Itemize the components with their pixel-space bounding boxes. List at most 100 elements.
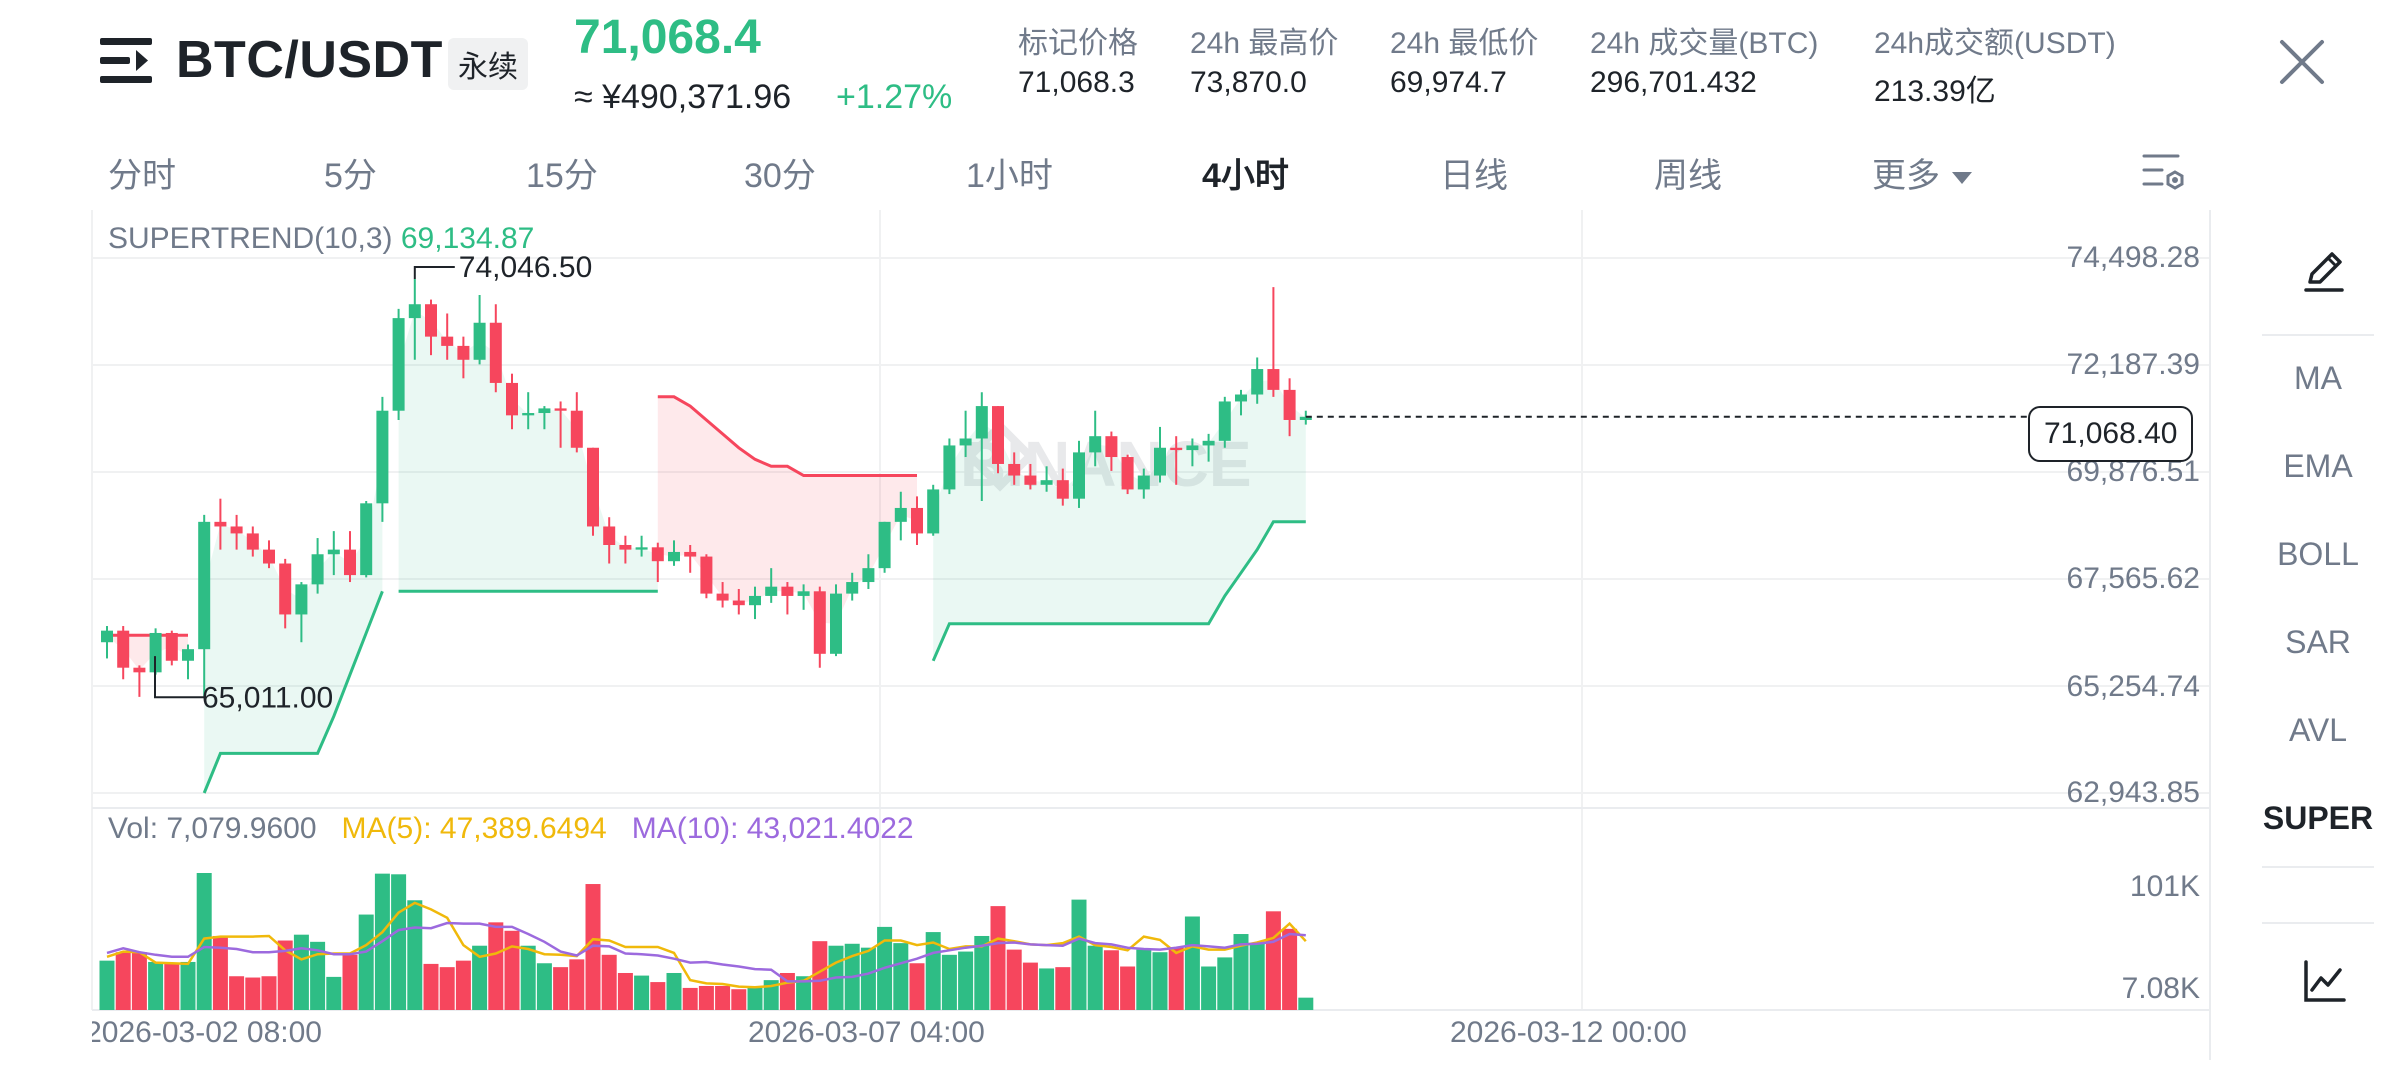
indicator-super[interactable]: SUPER xyxy=(2262,800,2374,836)
mark-price-label: 标记价格 xyxy=(1018,27,1138,60)
tab-30m[interactable]: 30分 xyxy=(744,157,816,195)
volume-bar xyxy=(131,952,147,1010)
tab-1d[interactable]: 日线 xyxy=(1440,157,1508,195)
volume-bar xyxy=(569,959,585,1010)
indicator-ema[interactable]: EMA xyxy=(2283,448,2353,484)
candle-body xyxy=(149,632,162,673)
candle-body xyxy=(1186,445,1199,451)
volume-bar xyxy=(1233,934,1249,1010)
sidebar-divider xyxy=(2262,922,2374,924)
volume-bar xyxy=(1120,966,1136,1010)
volume-bar xyxy=(1103,950,1119,1010)
candle-body xyxy=(765,586,778,596)
indicator-boll[interactable]: BOLL xyxy=(2277,536,2359,572)
candle-body xyxy=(1235,394,1247,402)
candle-body xyxy=(1056,480,1069,499)
trading-pair-title[interactable]: BTC/USDT xyxy=(176,31,443,89)
price-axis: 74,498.28 72,187.39 69,876.51 67,565.62 … xyxy=(1900,230,2200,830)
sidebar-divider xyxy=(2262,866,2374,868)
volume-bar xyxy=(731,989,747,1010)
volume-tick: 101K xyxy=(2129,870,2200,903)
menu-icon[interactable] xyxy=(100,36,152,86)
time-tick: 2026-03-02 08:00 xyxy=(92,1016,322,1050)
candle-body xyxy=(392,318,405,411)
low-24h-label: 24h 最低价 xyxy=(1390,27,1539,60)
candle-body xyxy=(1040,480,1053,485)
volume-bar xyxy=(1087,945,1103,1010)
candle-body xyxy=(959,438,972,446)
tab-1h[interactable]: 1小时 xyxy=(966,157,1053,195)
volume-bar xyxy=(310,941,326,1010)
tab-time-share[interactable]: 分时 xyxy=(108,157,176,195)
contract-type-badge: 永续 xyxy=(448,38,528,90)
supertrend-value: 69,134.87 xyxy=(400,222,535,255)
mark-price-value: 71,068.3 xyxy=(1018,66,1135,99)
candle-body xyxy=(344,549,356,576)
volume-bar xyxy=(1298,997,1314,1010)
volume-bar xyxy=(763,980,779,1010)
candle-body xyxy=(1218,401,1231,441)
volume-bar xyxy=(277,940,293,1010)
volume-bar xyxy=(229,976,245,1010)
last-price: 71,068.4 xyxy=(574,11,761,64)
volume-bar xyxy=(488,922,504,1010)
candle-body xyxy=(425,304,437,337)
volume-value: Vol: 7,079.9600 xyxy=(108,812,317,845)
volume-bar xyxy=(860,947,876,1010)
volume-bar xyxy=(99,960,115,1010)
indicator-avl[interactable]: AVL xyxy=(2288,712,2348,748)
tab-5m[interactable]: 5分 xyxy=(324,157,377,195)
volume-bar xyxy=(796,976,812,1010)
volume-ma5: MA(5): 47,389.6494 xyxy=(341,812,607,845)
last-price-tag: 71,068.40 xyxy=(2028,406,2194,462)
tab-4h[interactable]: 4小时 xyxy=(1202,157,1289,195)
line-chart-icon[interactable] xyxy=(2302,958,2348,1004)
candle-body xyxy=(295,584,308,615)
volume-bar xyxy=(472,945,488,1010)
price-change-percent: +1.27% xyxy=(836,78,953,116)
volume-bar xyxy=(326,976,342,1010)
volume-bar xyxy=(990,906,1006,1010)
candle-body xyxy=(117,630,130,668)
volume-bar xyxy=(1249,943,1265,1010)
candle-body xyxy=(619,544,632,550)
volume-bar xyxy=(893,943,909,1010)
tab-more-label: 更多 xyxy=(1872,157,1940,195)
tab-more[interactable]: 更多 xyxy=(1872,148,1972,197)
price-tick: 67,565.62 xyxy=(2066,562,2200,595)
indicator-ma[interactable]: MA xyxy=(2294,360,2342,396)
volume-bar xyxy=(520,945,536,1010)
volume-bar xyxy=(180,961,196,1010)
time-tick: 2026-03-07 04:00 xyxy=(748,1016,985,1049)
volume-bar xyxy=(423,963,439,1010)
volume-bar xyxy=(1152,952,1168,1010)
candle-body xyxy=(263,549,275,564)
chart-settings-icon[interactable] xyxy=(2142,150,2188,196)
volume-bar xyxy=(747,987,763,1010)
candle-body xyxy=(1024,475,1037,485)
volume-bar xyxy=(650,982,666,1010)
candle-body xyxy=(1202,440,1215,446)
volume-bar xyxy=(1168,947,1184,1010)
candle-body xyxy=(830,593,842,654)
time-tick: 2026-03-12 00:00 xyxy=(1450,1016,1687,1049)
tab-1w[interactable]: 周线 xyxy=(1654,157,1722,195)
volume-bar xyxy=(1006,949,1022,1010)
draw-pencil-icon[interactable] xyxy=(2300,246,2348,294)
candle-body xyxy=(992,406,1004,464)
volume-bar xyxy=(1136,949,1152,1010)
candle-body xyxy=(506,382,518,416)
tab-15m[interactable]: 15分 xyxy=(526,157,598,195)
volume-legend: Vol: 7,079.9600 MA(5): 47,389.6494 MA(10… xyxy=(108,812,914,846)
volume-bar xyxy=(634,975,650,1010)
indicator-sar[interactable]: SAR xyxy=(2285,624,2351,660)
volume-bar xyxy=(1071,899,1087,1010)
candle-body xyxy=(570,410,583,448)
candle-body xyxy=(781,586,794,596)
candle-body xyxy=(927,489,940,534)
supertrend-fill xyxy=(204,457,383,793)
candle-body xyxy=(311,554,324,585)
volume-bar xyxy=(974,935,990,1010)
close-icon[interactable] xyxy=(2276,36,2328,88)
